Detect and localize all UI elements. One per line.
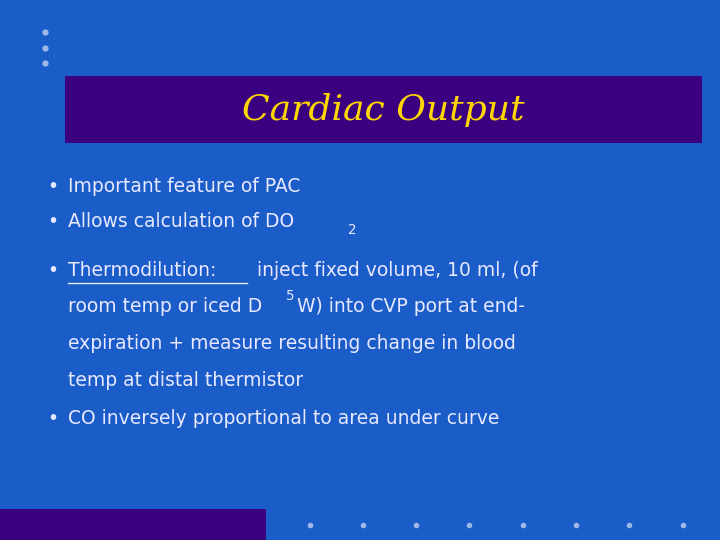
Text: •: •	[47, 177, 58, 196]
Text: CO inversely proportional to area under curve: CO inversely proportional to area under …	[68, 409, 500, 428]
Text: room temp or iced D: room temp or iced D	[68, 297, 263, 316]
FancyBboxPatch shape	[65, 76, 702, 143]
Text: Allows calculation of DO: Allows calculation of DO	[68, 212, 294, 231]
Text: •: •	[47, 212, 58, 231]
Text: inject fixed volume, 10 ml, (of: inject fixed volume, 10 ml, (of	[251, 260, 537, 280]
Text: temp at distal thermistor: temp at distal thermistor	[68, 370, 304, 390]
Text: 5: 5	[286, 289, 294, 303]
FancyBboxPatch shape	[0, 509, 266, 540]
Text: W) into CVP port at end-: W) into CVP port at end-	[297, 297, 526, 316]
Text: •: •	[47, 409, 58, 428]
Text: Thermodilution:: Thermodilution:	[68, 260, 217, 280]
Text: Cardiac Output: Cardiac Output	[242, 93, 524, 126]
Text: •: •	[47, 260, 58, 280]
Text: Important feature of PAC: Important feature of PAC	[68, 177, 301, 196]
Text: 2: 2	[348, 223, 356, 237]
Text: expiration + measure resulting change in blood: expiration + measure resulting change in…	[68, 334, 516, 353]
